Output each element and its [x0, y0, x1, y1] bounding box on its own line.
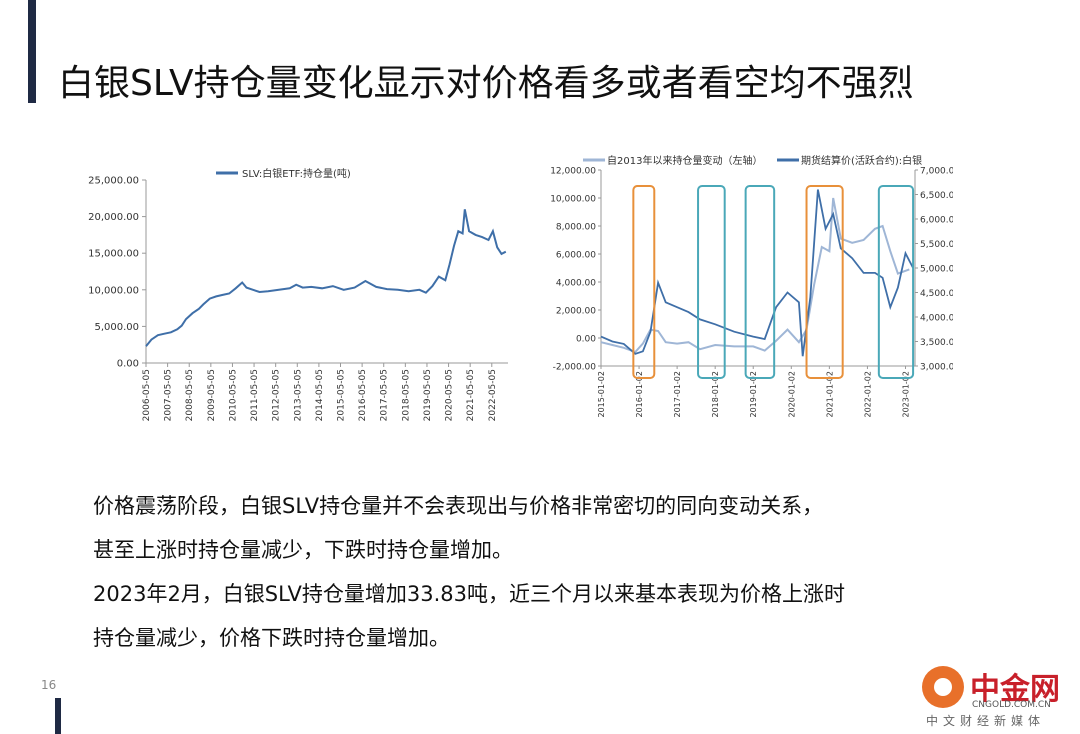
chart1-x-tick-label: 2007-05-05: [164, 369, 174, 421]
chart2-x-tick-label: 2015-01-02: [597, 371, 606, 418]
holdings-vs-price-chart: 自2013年以来持仓量变动（左轴） 期货结算价(活跃合约):白银 -2,000.…: [550, 154, 953, 418]
chart1-y-tick-label: 15,000.00: [88, 249, 139, 260]
chart1-series-line: [145, 209, 507, 347]
chart1-x-tick-label: 2013-05-05: [293, 369, 303, 421]
chart2-highlight-box: [877, 185, 915, 379]
chart2-price-line: [600, 189, 914, 357]
title-accent-bar: [28, 0, 36, 103]
chart2-x-tick-label: 2018-01-02: [711, 371, 720, 418]
paragraph-line: 价格震荡阶段，白银SLV持仓量并不会表现出与价格非常密切的同向变动关系，: [93, 494, 824, 518]
chart2-legend-label-price: 期货结算价(活跃合约):白银: [801, 154, 922, 167]
chart1-x-tick-label: 2008-05-05: [185, 369, 195, 421]
chart2-left-tick-label: 4,000.00: [556, 279, 596, 289]
chart2-left-tick-label: 2,000.00: [556, 307, 596, 317]
body-text: 价格震荡阶段，白银SLV持仓量并不会表现出与价格非常密切的同向变动关系， 甚至上…: [93, 484, 845, 660]
slv-holdings-chart: SLV:白银ETF:持仓量(吨) 0.00 5,000.00 10,000.00 15…: [88, 167, 508, 421]
chart2-x-tick-label: 2017-01-02: [673, 371, 682, 418]
chart2-left-tick-label: 12,000.00: [550, 167, 596, 177]
chart2-highlight-box: [632, 185, 656, 379]
chart2-right-tick-label: 3,000.00: [920, 363, 953, 373]
chart1-x-tick-label: 2021-05-05: [466, 369, 476, 421]
chart1-y-tick-label: 20,000.00: [88, 212, 139, 223]
chart2-left-tick-label: -2,000.00: [553, 363, 597, 373]
chart2-right-tick-label: 5,000.00: [920, 265, 953, 275]
chart2-highlight-box: [805, 185, 844, 379]
watermark-name: 中金网: [970, 672, 1060, 707]
paragraph-line: 持仓量减少，价格下跌时持仓量增加。: [93, 626, 450, 650]
chart1-x-tick-label: 2019-05-05: [423, 369, 433, 421]
chart1-x-tick-label: 2011-05-05: [250, 369, 260, 421]
chart2-right-tick-label: 4,500.00: [920, 289, 953, 299]
watermark-emblem-inner-icon: [934, 678, 952, 696]
chart1-x-tick-label: 2010-05-05: [228, 369, 238, 421]
watermark-domain: CNGOLD.COM.CN: [972, 700, 1051, 710]
footer-accent-bar: [55, 698, 61, 734]
chart2-x-tick-label: 2016-01-02: [635, 371, 644, 418]
chart2-right-tick-label: 5,500.00: [920, 240, 953, 250]
chart2-legend: 自2013年以来持仓量变动（左轴） 期货结算价(活跃合约):白银: [583, 154, 922, 167]
chart2-x-tick-label: 2020-01-02: [787, 371, 796, 418]
chart2-left-tick-label: 0.00: [576, 335, 596, 345]
chart2-highlight-box: [744, 185, 776, 379]
chart1-x-tick-label: 2014-05-05: [315, 369, 325, 421]
chart1-x-tick-label: 2018-05-05: [401, 369, 411, 421]
chart2-x-tick-label: 2022-01-02: [863, 371, 872, 418]
chart1-x-tick-label: 2020-05-05: [445, 369, 455, 421]
page-number: 16: [41, 678, 57, 692]
chart2-right-tick-label: 6,500.00: [920, 191, 953, 201]
watermark-logo: 中金网 CNGOLD.COM.CN 中文财经新媒体: [910, 662, 1070, 728]
chart2-right-tick-label: 6,000.00: [920, 216, 953, 226]
chart1-x-tick-label: 2015-05-05: [337, 369, 347, 421]
paragraph-line: 甚至上涨时持仓量减少，下跌时持仓量增加。: [93, 538, 513, 562]
chart2-x-tick-label: 2021-01-02: [825, 371, 834, 418]
chart2-right-tick-label: 7,000.00: [920, 167, 953, 177]
chart2-holdings-line: [600, 197, 910, 354]
chart2-left-tick-label: 8,000.00: [556, 223, 596, 233]
chart1-legend: SLV:白银ETF:持仓量(吨): [216, 167, 351, 180]
chart1-x-tick-label: 2009-05-05: [207, 369, 217, 421]
watermark-tagline: 中文财经新媒体: [926, 714, 1046, 728]
paragraph-line: 2023年2月，白银SLV持仓量增加33.83吨，近三个月以来基本表现为价格上涨…: [93, 582, 846, 606]
page-title: 白银SLV持仓量变化显示对价格看多或者看空均不强烈: [58, 63, 914, 104]
chart1-y-tick-label: 5,000.00: [94, 322, 139, 333]
chart1-y-tick-label: 25,000.00: [88, 176, 139, 187]
chart1-x-tick-label: 2016-05-05: [358, 369, 368, 421]
chart1-x-tick-label: 2012-05-05: [272, 369, 282, 421]
chart1-y-tick-label: 10,000.00: [88, 285, 139, 296]
chart1-x-tick-label: 2022-05-05: [488, 369, 498, 421]
chart2-right-tick-label: 4,000.00: [920, 314, 953, 324]
chart2-right-tick-label: 3,500.00: [920, 338, 953, 348]
chart2-left-tick-label: 10,000.00: [550, 195, 596, 205]
chart1-y-tick-label: 0.00: [117, 359, 139, 370]
chart2-highlight-box: [697, 185, 726, 379]
chart1-x-tick-label: 2017-05-05: [380, 369, 390, 421]
chart1-legend-label: SLV:白银ETF:持仓量(吨): [242, 167, 351, 180]
chart2-x-tick-label: 2023-01-02: [901, 371, 910, 418]
chart2-x-tick-label: 2019-01-02: [749, 371, 758, 418]
chart2-legend-label-holdings: 自2013年以来持仓量变动（左轴）: [607, 154, 762, 167]
chart2-left-tick-label: 6,000.00: [556, 251, 596, 261]
chart1-x-tick-label: 2006-05-05: [142, 369, 152, 421]
